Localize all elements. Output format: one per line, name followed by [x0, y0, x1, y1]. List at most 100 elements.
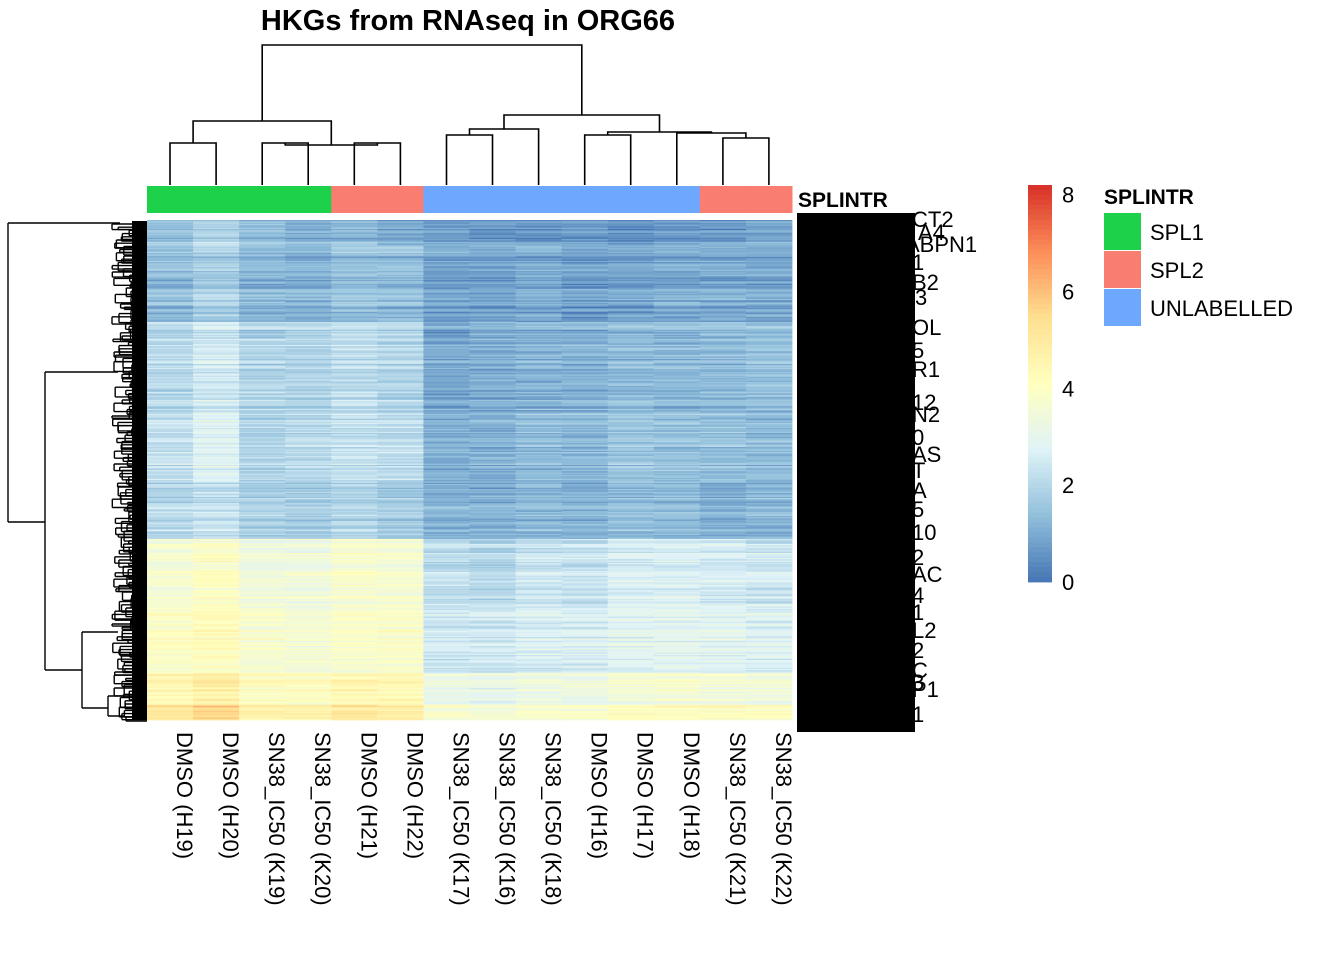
heatmap-cell [239, 565, 286, 568]
heatmap-cell [423, 455, 470, 458]
heatmap-cell [561, 375, 609, 378]
heatmap-cell [239, 505, 286, 508]
heatmap-cell [331, 597, 378, 600]
heatmap-cell [193, 564, 240, 567]
heatmap-cell [147, 273, 194, 276]
heatmap-cell [699, 396, 747, 398]
heatmap-cell [561, 522, 609, 524]
heatmap-cell [285, 330, 332, 333]
heatmap-cell [331, 445, 378, 448]
heatmap-cell [331, 318, 378, 320]
heatmap-cell [607, 512, 655, 514]
heatmap-cell [607, 498, 655, 500]
heatmap-cell [331, 583, 378, 586]
heatmap-cell [515, 504, 563, 507]
heatmap-cell [285, 476, 332, 479]
heatmap-cell [745, 420, 793, 422]
heatmap-cell [423, 373, 470, 375]
heatmap-cell [423, 611, 470, 614]
heatmap-cell [561, 518, 609, 521]
heatmap-cell [285, 614, 332, 616]
heatmap-cell [423, 556, 470, 559]
heatmap-cell [745, 286, 793, 288]
heatmap-cell [745, 464, 793, 467]
heatmap-cell [469, 356, 516, 359]
heatmap-cell [285, 310, 332, 313]
heatmap-cell [653, 431, 701, 434]
heatmap-cell [653, 619, 701, 621]
heatmap-cell [745, 466, 793, 468]
heatmap-cell [285, 383, 332, 385]
heatmap-cell [423, 378, 470, 380]
heatmap-cell [515, 366, 563, 369]
heatmap-cell [285, 402, 332, 405]
heatmap-cells [147, 220, 793, 721]
heatmap-cell [377, 347, 424, 350]
heatmap-cell [423, 450, 470, 453]
heatmap-cell [285, 624, 332, 626]
heatmap-cell [285, 481, 332, 484]
heatmap-cell [331, 537, 378, 540]
heatmap-cell [377, 617, 424, 620]
heatmap-cell [147, 262, 194, 264]
heatmap-cell [423, 462, 470, 464]
heatmap-cell [515, 367, 563, 370]
heatmap-cell [745, 255, 793, 258]
heatmap-cell [699, 323, 747, 325]
heatmap-cell [193, 546, 240, 549]
heatmap-cell [423, 575, 470, 578]
heatmap-cell [377, 527, 424, 530]
heatmap-cell [515, 290, 563, 292]
heatmap-cell [285, 508, 332, 510]
heatmap-cell [285, 314, 332, 317]
heatmap-cell [331, 383, 378, 385]
heatmap-cell [745, 285, 793, 287]
heatmap-cell [147, 438, 194, 440]
heatmap-cell [193, 519, 240, 522]
heatmap-cell [469, 418, 516, 421]
heatmap-cell [193, 276, 240, 278]
heatmap-cell [699, 500, 747, 503]
heatmap-cell [285, 607, 332, 610]
heatmap-cell [147, 427, 194, 430]
heatmap-cell [745, 315, 793, 318]
heatmap-cell [515, 609, 563, 611]
heatmap-cell [653, 328, 701, 331]
heatmap-cell [285, 248, 332, 250]
heatmap-cell [745, 441, 793, 444]
heatmap-cell [377, 503, 424, 505]
heatmap-cell [423, 418, 470, 421]
heatmap-cell [193, 333, 240, 336]
heatmap-cell [469, 589, 516, 592]
heatmap-cell [377, 447, 424, 449]
heatmap-cell [239, 439, 286, 442]
heatmap-cell [745, 249, 793, 251]
heatmap-cell [699, 223, 747, 226]
heatmap-cell [745, 550, 793, 552]
heatmap-cell [377, 566, 424, 569]
heatmap-cell [147, 536, 194, 538]
heatmap-cell [423, 228, 470, 231]
heatmap-cell [515, 273, 563, 276]
heatmap-cell [377, 499, 424, 501]
heatmap-cell [423, 404, 470, 407]
heatmap-cell [285, 403, 332, 406]
heatmap-cell [699, 427, 747, 430]
heatmap-cell [423, 235, 470, 237]
heatmap-cell [377, 455, 424, 458]
heatmap-cell [193, 506, 240, 509]
heatmap-cell [331, 415, 378, 417]
heatmap-cell [377, 227, 424, 230]
heatmap-cell [331, 387, 378, 389]
heatmap-cell [331, 499, 378, 501]
heatmap-cell [423, 293, 470, 296]
heatmap-cell [285, 570, 332, 573]
heatmap-cell [607, 357, 655, 360]
heatmap-cell [469, 287, 516, 290]
heatmap-cell [193, 226, 240, 229]
heatmap-cell [193, 551, 240, 554]
heatmap-cell [239, 602, 286, 605]
heatmap-cell [377, 353, 424, 356]
heatmap-cell [561, 555, 609, 558]
heatmap-cell [469, 370, 516, 373]
